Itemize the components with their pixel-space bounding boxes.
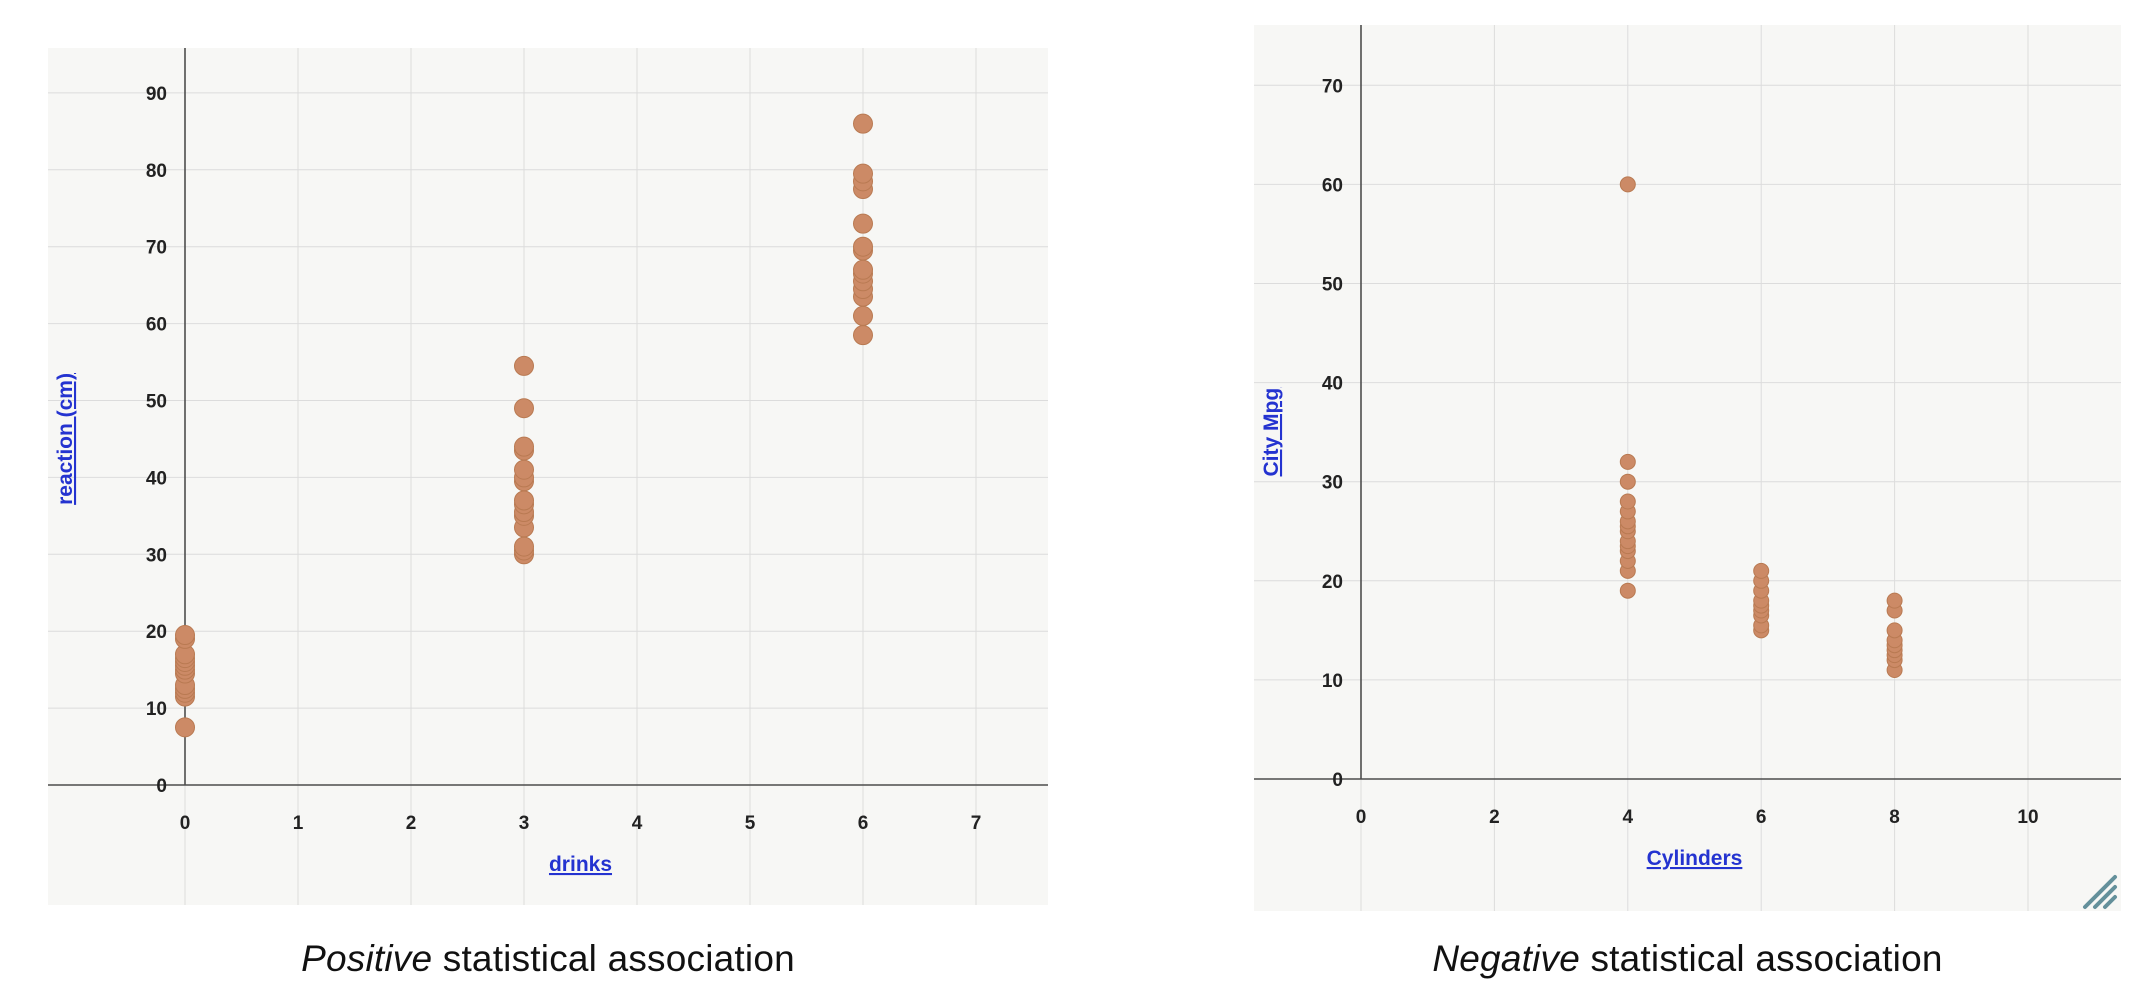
- x-tick-label: 7: [971, 813, 982, 834]
- y-axis-label[interactable]: City Mpg: [1260, 388, 1283, 477]
- x-tick-label: 2: [1489, 807, 1500, 828]
- y-tick-label: 0: [1332, 770, 1343, 791]
- data-point[interactable]: [1619, 453, 1636, 470]
- data-point[interactable]: [1619, 176, 1636, 193]
- positive-caption: Positive statistical association: [48, 938, 1048, 980]
- x-tick-label: 2: [406, 813, 417, 834]
- y-tick-label: 30: [146, 545, 167, 566]
- data-point[interactable]: [514, 536, 534, 557]
- resize-handle-icon[interactable]: [2080, 874, 2120, 910]
- data-point[interactable]: [514, 459, 534, 480]
- data-point[interactable]: [514, 398, 534, 419]
- grid-layer: [48, 48, 1048, 905]
- data-point[interactable]: [853, 163, 873, 184]
- data-point[interactable]: [1886, 622, 1903, 639]
- data-point[interactable]: [175, 717, 195, 738]
- data-point[interactable]: [1753, 562, 1770, 579]
- y-tick-label: 20: [1322, 572, 1343, 593]
- y-tick-label: 40: [146, 468, 167, 489]
- x-axis-label[interactable]: Cylinders: [1647, 847, 1743, 870]
- negative-caption-italic: Negative: [1432, 938, 1580, 979]
- y-tick-label: 10: [1322, 671, 1343, 692]
- x-tick-label: 5: [745, 813, 756, 834]
- x-tick-label: 6: [1756, 807, 1767, 828]
- x-tick-label: 6: [858, 813, 869, 834]
- data-point[interactable]: [1886, 592, 1903, 609]
- y-tick-label: 70: [146, 238, 167, 259]
- negative-scatter-chart[interactable]: 0 10 20 30 40 50 60 70 0 2 4 6 8 10 Cylinders City Mpg: [1254, 25, 2121, 911]
- negative-scatter-panel: 0 10 20 30 40 50 60 70 0 2 4 6 8 10 Cylinders City Mpg: [1254, 25, 2121, 911]
- positive-caption-italic: Positive: [301, 938, 433, 979]
- points-layer[interactable]: [175, 113, 873, 738]
- positive-scatter-panel: 0 10 20 30 40 50 60 70 80 90 0 1 2 3 4 5 6 7 drinks reactio…: [48, 48, 1048, 905]
- x-tick-label: 4: [1623, 807, 1634, 828]
- y-tick-label: 70: [1322, 76, 1343, 97]
- x-tick-label: 0: [1356, 807, 1367, 828]
- y-tick-label: 80: [146, 161, 167, 182]
- negative-caption-rest: statistical association: [1580, 938, 1943, 979]
- positive-scatter-chart[interactable]: 0 10 20 30 40 50 60 70 80 90 0 1 2 3 4 5 6 7 drinks reactio…: [48, 48, 1048, 905]
- data-point[interactable]: [1619, 473, 1636, 490]
- tick-labels: 0 10 20 30 40 50 60 70 0 2 4 6 8 10: [1322, 76, 2039, 828]
- data-point[interactable]: [514, 436, 534, 457]
- tick-labels: 0 10 20 30 40 50 60 70 80 90 0 1 2 3 4 5 6 7: [146, 84, 981, 834]
- y-tick-label: 60: [146, 315, 167, 336]
- plot-background: [48, 48, 1048, 905]
- x-axis-label[interactable]: drinks: [549, 853, 612, 876]
- positive-caption-rest: statistical association: [432, 938, 795, 979]
- y-tick-label: 50: [1322, 275, 1343, 296]
- data-point[interactable]: [175, 625, 195, 646]
- data-point[interactable]: [853, 305, 873, 326]
- x-tick-label: 0: [180, 813, 191, 834]
- x-tick-label: 1: [293, 813, 304, 834]
- x-tick-label: 4: [632, 813, 643, 834]
- y-tick-label: 90: [146, 84, 167, 105]
- data-point[interactable]: [853, 113, 873, 134]
- x-tick-label: 3: [519, 813, 530, 834]
- y-tick-label: 40: [1322, 374, 1343, 395]
- y-tick-label: 60: [1322, 175, 1343, 196]
- data-point[interactable]: [853, 236, 873, 257]
- data-point[interactable]: [853, 259, 873, 280]
- y-axis-label[interactable]: reaction (cm): [54, 373, 77, 505]
- points-layer[interactable]: [1619, 176, 1903, 678]
- x-tick-label: 10: [2017, 807, 2038, 828]
- data-point[interactable]: [1619, 582, 1636, 599]
- y-tick-label: 20: [146, 622, 167, 643]
- data-point[interactable]: [514, 490, 534, 511]
- data-point[interactable]: [1619, 493, 1636, 510]
- negative-caption: Negative statistical association: [1254, 938, 2121, 980]
- data-point[interactable]: [853, 213, 873, 234]
- data-point[interactable]: [853, 325, 873, 346]
- y-tick-label: 10: [146, 699, 167, 720]
- plot-background: [1254, 25, 2121, 911]
- y-tick-label: 0: [156, 776, 167, 797]
- data-point[interactable]: [514, 355, 534, 376]
- x-tick-label: 8: [1889, 807, 1900, 828]
- y-tick-label: 30: [1322, 473, 1343, 494]
- y-tick-label: 50: [146, 392, 167, 413]
